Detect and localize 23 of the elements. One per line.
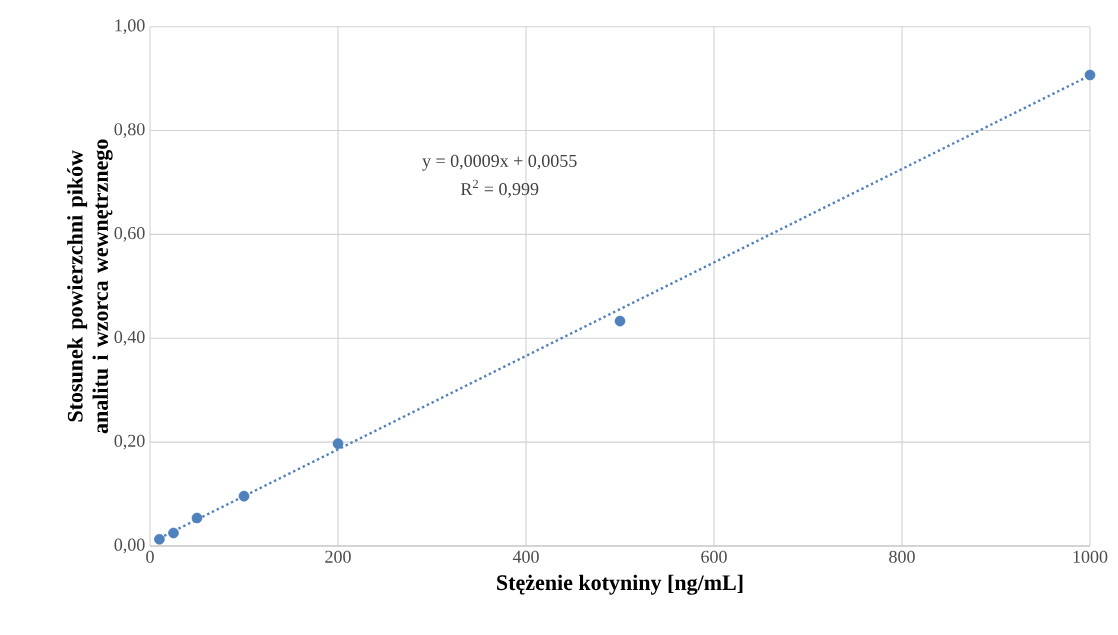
x-tick-label: 200 (325, 550, 351, 563)
x-tick-label: 1000 (1073, 550, 1108, 563)
y-tick-label: 0,60 (114, 227, 145, 242)
x-axis-title: Stężenie kotyniny [ng/mL] (497, 574, 743, 595)
x-tick-label: 800 (889, 550, 915, 563)
y-axis-title: Stosunek powierzchni pików analitu i wzorca wewnętrznego (67, 139, 113, 434)
y-tick-label: 0,20 (114, 434, 145, 450)
point (332, 438, 344, 450)
point (614, 315, 626, 327)
annotation: R$^{2}$ = 0,999 (460, 179, 539, 198)
point (168, 527, 179, 539)
y-tick-label: 0,80 (114, 123, 145, 138)
annotation: y = 0,0009x + 0,0055 (422, 154, 577, 171)
point (1084, 69, 1096, 81)
x-tick-label: 600 (701, 550, 727, 563)
point (238, 490, 250, 502)
y-tick-label: 1,00 (115, 19, 145, 35)
point (191, 512, 203, 524)
x-tick-label: 400 (512, 550, 539, 563)
y-tick-label: 0,40 (114, 330, 145, 346)
y-tick-label: 0,00 (114, 538, 145, 554)
x-tick-label: 0 (146, 550, 154, 563)
point (154, 533, 165, 545)
